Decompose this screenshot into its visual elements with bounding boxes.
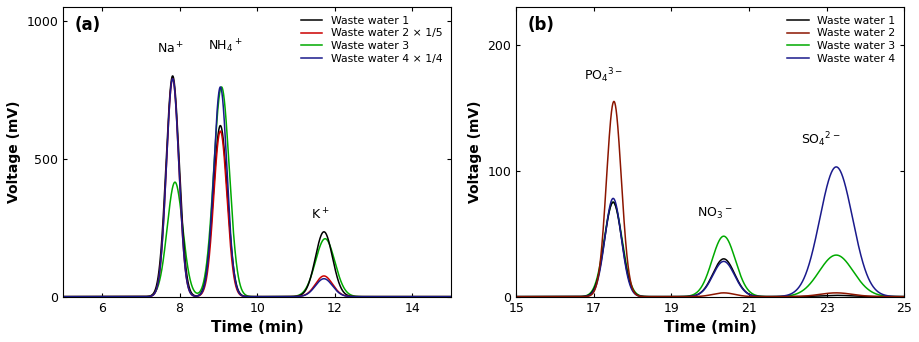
Waste water 4 × 1/4 xyxy=(377,294,388,299)
Waste water 3 xyxy=(58,294,69,299)
Waste water 3 xyxy=(511,294,522,299)
Waste water 3 xyxy=(899,294,910,299)
Waste water 3 xyxy=(216,85,227,89)
Waste water 4 × 1/4 xyxy=(167,77,178,81)
Waste water 4 xyxy=(511,294,522,299)
Waste water 4 × 1/4 xyxy=(347,294,358,299)
Waste water 2 × 1/5 xyxy=(128,294,139,299)
Text: Na$^+$: Na$^+$ xyxy=(157,41,185,57)
Waste water 1 xyxy=(58,294,69,299)
Text: NO$_3$$^-$: NO$_3$$^-$ xyxy=(697,206,732,221)
Line: Waste water 3: Waste water 3 xyxy=(63,87,451,297)
Waste water 4 xyxy=(899,294,910,299)
Waste water 4 × 1/4 xyxy=(58,294,69,299)
Waste water 1 xyxy=(511,294,522,299)
Line: Waste water 3: Waste water 3 xyxy=(516,202,904,297)
Waste water 4 xyxy=(831,165,842,169)
Waste water 2 xyxy=(763,294,774,299)
Text: (b): (b) xyxy=(528,16,555,34)
Line: Waste water 2: Waste water 2 xyxy=(516,102,904,297)
Waste water 1 xyxy=(659,294,670,299)
Waste water 1 xyxy=(743,292,754,296)
Waste water 2 × 1/5 xyxy=(206,227,217,231)
Text: SO$_4$$^{2-}$: SO$_4$$^{2-}$ xyxy=(801,131,841,149)
Waste water 1 xyxy=(581,294,592,298)
Text: PO$_4$$^{3-}$: PO$_4$$^{3-}$ xyxy=(584,66,623,85)
Waste water 2 xyxy=(800,294,811,298)
Waste water 2 × 1/5 xyxy=(290,294,301,299)
Waste water 1 xyxy=(899,294,910,299)
Waste water 4 × 1/4 xyxy=(128,294,139,299)
Legend: Waste water 1, Waste water 2 × 1/5, Waste water 3, Waste water 4 × 1/4: Waste water 1, Waste water 2 × 1/5, Wast… xyxy=(298,12,446,67)
Line: Waste water 1: Waste water 1 xyxy=(516,202,904,297)
Waste water 1 xyxy=(128,294,139,299)
Waste water 3 xyxy=(659,294,670,299)
Waste water 2 xyxy=(830,291,841,295)
Waste water 2 xyxy=(899,294,910,299)
Waste water 3 xyxy=(446,294,457,299)
Waste water 3 xyxy=(607,200,618,204)
Text: (a): (a) xyxy=(74,16,101,34)
Line: Waste water 1: Waste water 1 xyxy=(63,76,451,297)
Waste water 4 xyxy=(581,294,592,298)
Waste water 3 xyxy=(347,293,358,298)
Waste water 3 xyxy=(377,294,388,299)
Waste water 1 xyxy=(310,254,321,259)
Legend: Waste water 1, Waste water 2, Waste water 3, Waste water 4: Waste water 1, Waste water 2, Waste wate… xyxy=(784,12,899,67)
Waste water 2 × 1/5 xyxy=(377,294,388,299)
Waste water 3 xyxy=(830,253,841,257)
Waste water 1 xyxy=(290,294,301,298)
Y-axis label: Voltage (mV): Voltage (mV) xyxy=(468,101,482,203)
Waste water 2 xyxy=(511,294,522,299)
Waste water 4 × 1/4 xyxy=(310,284,321,288)
Waste water 1 xyxy=(800,294,811,299)
Waste water 1 xyxy=(347,294,358,299)
Waste water 4 xyxy=(659,294,670,299)
Waste water 2 × 1/5 xyxy=(347,294,358,299)
Waste water 4 × 1/4 xyxy=(290,294,301,299)
Waste water 1 xyxy=(206,218,217,222)
Waste water 1 xyxy=(763,294,774,299)
Waste water 4 xyxy=(743,292,754,296)
Waste water 1 xyxy=(446,294,457,299)
Text: NH$_4$$^+$: NH$_4$$^+$ xyxy=(208,38,242,55)
Waste water 2 xyxy=(743,294,754,299)
Waste water 3 xyxy=(763,294,774,299)
Waste water 3 xyxy=(128,294,139,299)
Waste water 2 xyxy=(659,294,670,299)
Waste water 4 xyxy=(763,294,774,299)
Waste water 3 xyxy=(800,286,811,290)
Waste water 3 xyxy=(206,204,217,208)
Waste water 3 xyxy=(290,294,301,298)
Waste water 3 xyxy=(581,293,592,298)
Waste water 2 xyxy=(608,100,619,104)
Waste water 1 xyxy=(830,293,841,298)
Text: K$^+$: K$^+$ xyxy=(311,207,329,222)
Line: Waste water 4 × 1/4: Waste water 4 × 1/4 xyxy=(63,79,451,297)
Waste water 2 × 1/5 xyxy=(58,294,69,299)
Waste water 4 × 1/4 xyxy=(206,209,217,213)
X-axis label: Time (min): Time (min) xyxy=(210,320,303,335)
Line: Waste water 4: Waste water 4 xyxy=(516,167,904,297)
Y-axis label: Voltage (mV): Voltage (mV) xyxy=(7,101,21,203)
Line: Waste water 2 × 1/5: Waste water 2 × 1/5 xyxy=(63,79,451,297)
Waste water 4 × 1/4 xyxy=(446,294,457,299)
Waste water 2 xyxy=(581,294,592,299)
X-axis label: Time (min): Time (min) xyxy=(664,320,756,335)
Waste water 4 xyxy=(830,165,841,169)
Waste water 2 × 1/5 xyxy=(310,282,321,286)
Waste water 2 × 1/5 xyxy=(167,77,178,81)
Waste water 2 × 1/5 xyxy=(446,294,457,299)
Waste water 1 xyxy=(607,200,618,204)
Waste water 1 xyxy=(167,74,178,78)
Waste water 3 xyxy=(310,259,321,263)
Waste water 4 xyxy=(800,272,811,276)
Waste water 1 xyxy=(377,294,388,299)
Waste water 3 xyxy=(743,289,754,293)
